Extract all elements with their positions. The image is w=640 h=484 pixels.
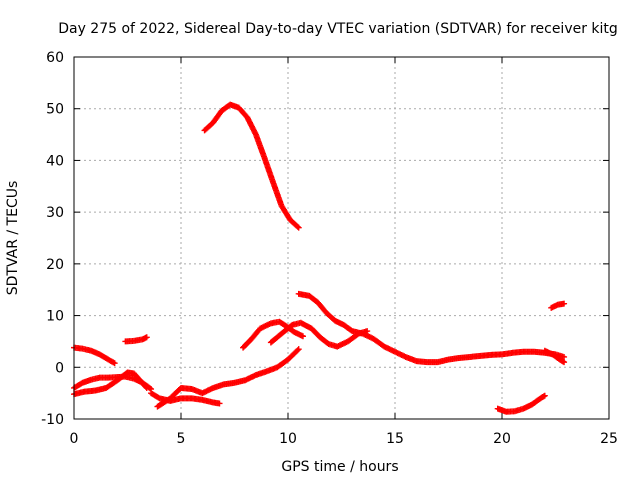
y-tick-label: 0 bbox=[55, 360, 64, 376]
grid bbox=[74, 57, 609, 419]
y-tick-label: 40 bbox=[46, 153, 64, 169]
series-arc-early-decline bbox=[71, 345, 118, 367]
y-tick-label: 50 bbox=[46, 102, 64, 118]
x-tick-label: 20 bbox=[493, 431, 511, 447]
y-tick-label: -10 bbox=[41, 412, 64, 428]
x-axis-label: GPS time / hours bbox=[281, 459, 398, 475]
x-tick-label: 0 bbox=[70, 431, 79, 447]
y-axis-label: SDTVAR / TECUs bbox=[5, 181, 21, 296]
y-tick-label: 30 bbox=[46, 205, 64, 221]
x-tick-label: 5 bbox=[177, 431, 186, 447]
plot-frame bbox=[74, 57, 609, 419]
y-tick-label: 10 bbox=[46, 309, 64, 325]
series-arc-high-peak bbox=[202, 102, 302, 231]
axis-ticks: 0 5 10 15 20 25 -10 0 10 20 30 40 50 60 bbox=[41, 50, 618, 447]
y-tick-label: 20 bbox=[46, 257, 64, 273]
series-arc-late-trough bbox=[495, 393, 548, 415]
chart-title: Day 275 of 2022, Sidereal Day-to-day VTE… bbox=[58, 21, 618, 37]
x-tick-label: 15 bbox=[386, 431, 404, 447]
x-tick-label: 25 bbox=[600, 431, 618, 447]
series-arc-late-high bbox=[548, 301, 567, 311]
series-arc-short-2.5h bbox=[122, 334, 149, 344]
y-tick-label: 60 bbox=[46, 50, 64, 66]
series-arc-mid-to-end bbox=[296, 291, 567, 365]
x-tick-label: 10 bbox=[279, 431, 297, 447]
